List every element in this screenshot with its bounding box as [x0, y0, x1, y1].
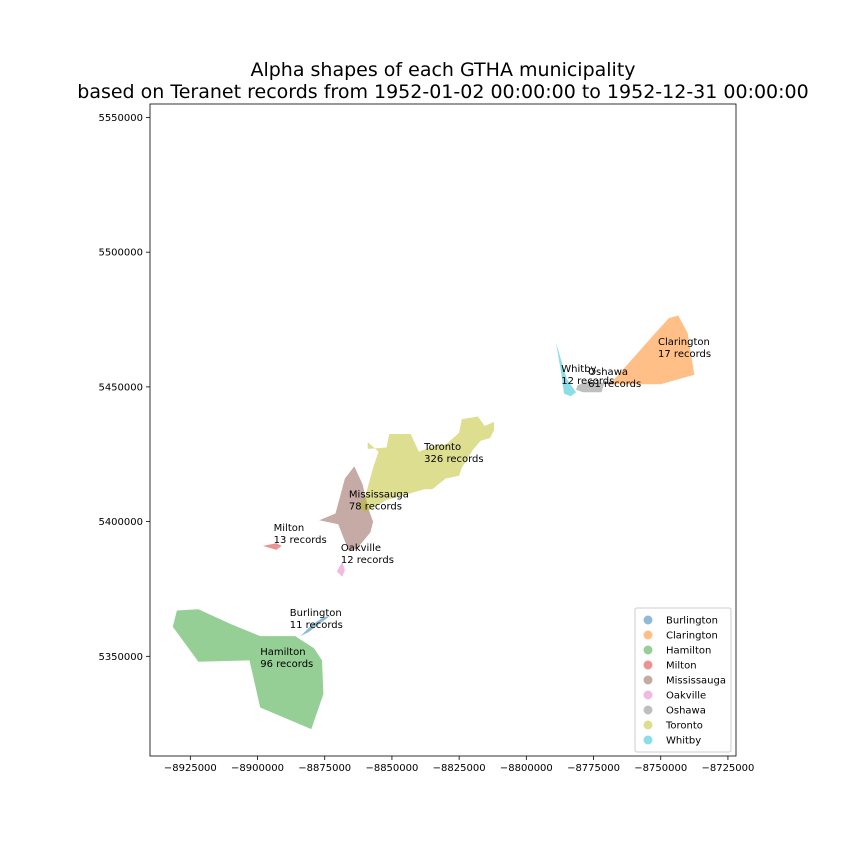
axes: −8925000 −8900000 −8875000 −8850000 −8825000…	[98, 103, 754, 774]
legend-label: Oakville	[666, 691, 706, 702]
legend-label: Hamilton	[666, 646, 711, 657]
legend-box	[634, 607, 732, 753]
legend-label: Toronto	[665, 721, 703, 732]
x-tick-label: −8800000	[500, 763, 553, 774]
x-tick-label: −8750000	[634, 763, 687, 774]
x-tick-label: −8725000	[701, 763, 754, 774]
legend-marker	[643, 645, 653, 655]
shape-oshawa	[576, 381, 605, 393]
chart-subtitle: based on Teranet records from 1952-01-02…	[77, 81, 808, 103]
legend-marker	[643, 630, 653, 640]
legend-marker	[643, 720, 653, 730]
shape-oakville	[336, 562, 345, 577]
shape-hamilton	[172, 609, 324, 730]
annotation-whitby: Whitby 12 records	[561, 364, 614, 387]
plot-area	[172, 315, 695, 730]
annotation-oshawa: Oshawa 61 records	[588, 367, 641, 390]
shape-clarington	[607, 315, 695, 385]
legend-label: Mississauga	[666, 676, 726, 687]
y-tick-label: 5450000	[98, 382, 143, 393]
shape-burlington	[300, 615, 331, 637]
annotation-clarington: Clarington 17 records	[658, 337, 711, 360]
legend-label: Clarington	[666, 631, 718, 642]
legend-label: Milton	[666, 661, 697, 672]
y-tick-label: 5550000	[98, 113, 143, 124]
shape-mississauga	[319, 466, 374, 552]
y-tick-label: 5400000	[98, 517, 143, 528]
annotations: Burlington 11 records Clarington 17 records…	[260, 337, 711, 670]
annotation-mississauga: Mississauga 78 records	[349, 489, 409, 512]
x-tick-label: −8850000	[365, 763, 418, 774]
legend: Burlington Clarington Hamilton Milton Missis…	[634, 607, 732, 753]
legend-label: Burlington	[666, 616, 718, 627]
legend-marker	[643, 660, 653, 670]
annotation-hamilton: Hamilton 96 records	[260, 647, 313, 670]
annotation-toronto: Toronto 326 records	[423, 442, 483, 465]
x-tick-label: −8925000	[164, 763, 217, 774]
y-tick-label: 5500000	[98, 248, 143, 259]
annotation-oakville: Oakville 12 records	[341, 543, 394, 566]
chart-title: Alpha shapes of each GTHA municipality	[250, 59, 635, 81]
axes-frame	[149, 103, 737, 757]
annotation-burlington: Burlington 11 records	[290, 608, 343, 631]
legend-label: Oshawa	[666, 706, 706, 717]
legend-marker	[643, 615, 653, 625]
x-tick-label: −8825000	[433, 763, 486, 774]
legend-marker	[643, 690, 653, 700]
legend-marker	[643, 675, 653, 685]
shape-whitby	[555, 342, 577, 397]
shape-toronto	[357, 416, 495, 513]
legend-marker	[643, 705, 653, 715]
legend-marker	[643, 735, 653, 745]
x-tick-label: −8875000	[298, 763, 351, 774]
y-tick-label: 5350000	[98, 652, 143, 663]
x-tick-label: −8900000	[231, 763, 284, 774]
shape-milton	[262, 543, 282, 550]
legend-label: Whitby	[666, 736, 701, 747]
x-tick-label: −8775000	[567, 763, 620, 774]
annotation-milton: Milton 13 records	[274, 523, 327, 546]
